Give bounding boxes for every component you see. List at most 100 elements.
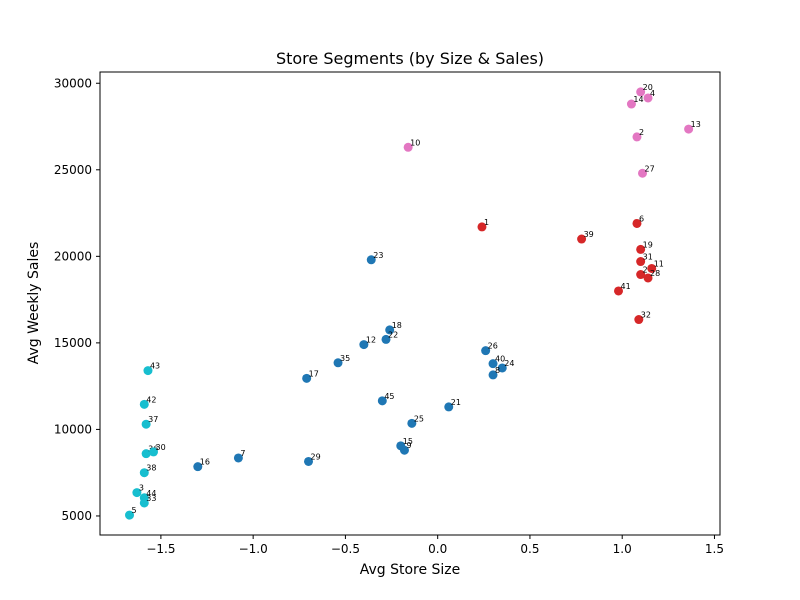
data-point-label: 5 [132, 506, 137, 515]
data-point-label: 4 [650, 89, 655, 98]
data-point [636, 87, 646, 97]
data-point-label: 17 [309, 369, 319, 378]
data-point [132, 488, 142, 498]
y-axis-ticks: 5000 10000 15000 20000 25000 30000 [54, 76, 100, 523]
data-point [684, 124, 694, 134]
x-tick-label: 0.0 [428, 542, 447, 556]
data-point [632, 132, 642, 142]
data-point [233, 453, 243, 463]
data-point [636, 257, 646, 267]
data-point [497, 363, 507, 373]
data-point [141, 419, 151, 429]
data-point [444, 402, 454, 412]
data-point-label: 16 [200, 458, 210, 467]
data-point [149, 447, 159, 457]
data-point-label: 1 [484, 218, 489, 227]
data-point-label: 35 [340, 354, 350, 363]
chart-title: Store Segments (by Size & Sales) [276, 49, 544, 68]
data-point-label: 33 [146, 494, 156, 503]
x-tick-label: −1.0 [239, 542, 268, 556]
data-point-label: 9 [406, 441, 411, 450]
data-point-label: 25 [414, 414, 424, 423]
data-point [399, 445, 409, 455]
data-point-label: 42 [146, 395, 156, 404]
data-point [304, 456, 314, 466]
data-point [143, 366, 153, 376]
data-point-label: 2 [639, 128, 644, 137]
data-point-label: 20 [643, 83, 653, 92]
data-point-label: 6 [639, 214, 644, 223]
y-axis-label: Avg Weekly Sales [26, 242, 42, 365]
data-point [488, 370, 498, 380]
data-point [614, 286, 624, 296]
data-point [643, 93, 653, 103]
data-point-label: 37 [148, 415, 158, 424]
data-point [636, 270, 646, 280]
data-point [359, 340, 369, 350]
data-point-label: 3 [139, 484, 144, 493]
plot-frame [99, 71, 721, 536]
data-point-label: 7 [240, 449, 245, 458]
data-point [626, 99, 636, 109]
data-point-label: 45 [384, 392, 394, 401]
y-tick-label: 10000 [54, 422, 92, 436]
x-axis-ticks: −1.5 −1.0 −0.5 0.0 0.5 1.0 1.5 [146, 535, 724, 556]
data-point-label: 12 [366, 336, 376, 345]
data-point-label: 14 [633, 95, 643, 104]
data-point-label: 43 [150, 362, 160, 371]
x-axis-label: Avg Store Size [360, 562, 461, 578]
x-tick-label: 1.5 [705, 542, 724, 556]
y-tick-label: 25000 [54, 163, 92, 177]
data-point-label: 10 [410, 138, 420, 147]
data-point-label: 22 [388, 330, 398, 339]
data-point-label: 11 [654, 259, 664, 268]
data-point-label: 8 [495, 366, 500, 375]
data-point [632, 218, 642, 228]
data-point-label: 2 [643, 266, 648, 275]
data-point-label: 38 [146, 464, 156, 473]
data-point [403, 142, 413, 152]
data-point [638, 168, 647, 178]
data-point-label: 41 [621, 282, 631, 291]
data-point-label: 15 [403, 437, 413, 446]
data-point [381, 334, 391, 344]
data-point [193, 462, 203, 472]
data-point [302, 373, 312, 383]
data-point [139, 399, 149, 409]
y-tick-label: 15000 [54, 336, 92, 350]
data-point-label: 28 [650, 269, 660, 278]
data-point-label: 31 [643, 253, 653, 262]
y-tick-label: 30000 [54, 76, 92, 90]
data-point-label: 39 [584, 230, 594, 239]
data-point [481, 346, 491, 356]
data-point [125, 510, 135, 520]
data-point-label: 30 [156, 443, 166, 452]
data-point-label: 13 [691, 120, 701, 129]
data-point [577, 234, 587, 244]
data-point-label: 23 [373, 251, 383, 260]
y-tick-label: 20000 [54, 249, 92, 263]
data-point [333, 358, 343, 368]
data-point [477, 222, 487, 232]
data-point-label: 26 [488, 342, 498, 351]
x-tick-label: −1.5 [146, 542, 175, 556]
x-tick-label: 1.0 [613, 542, 632, 556]
x-tick-label: −0.5 [331, 542, 360, 556]
data-point-label: 27 [645, 164, 655, 173]
data-point-label: 21 [451, 398, 461, 407]
y-tick-label: 5000 [61, 509, 92, 523]
data-point [139, 468, 149, 478]
data-point [141, 449, 151, 459]
data-point [488, 359, 498, 369]
x-tick-label: 0.5 [520, 542, 539, 556]
data-point-label: 29 [311, 452, 321, 461]
data-point [647, 263, 657, 273]
data-point [636, 244, 646, 254]
data-point-label: 19 [643, 240, 653, 249]
data-point [377, 396, 387, 406]
data-point-label: 40 [495, 355, 505, 364]
data-point-label: 32 [641, 311, 651, 320]
data-point [407, 418, 417, 428]
